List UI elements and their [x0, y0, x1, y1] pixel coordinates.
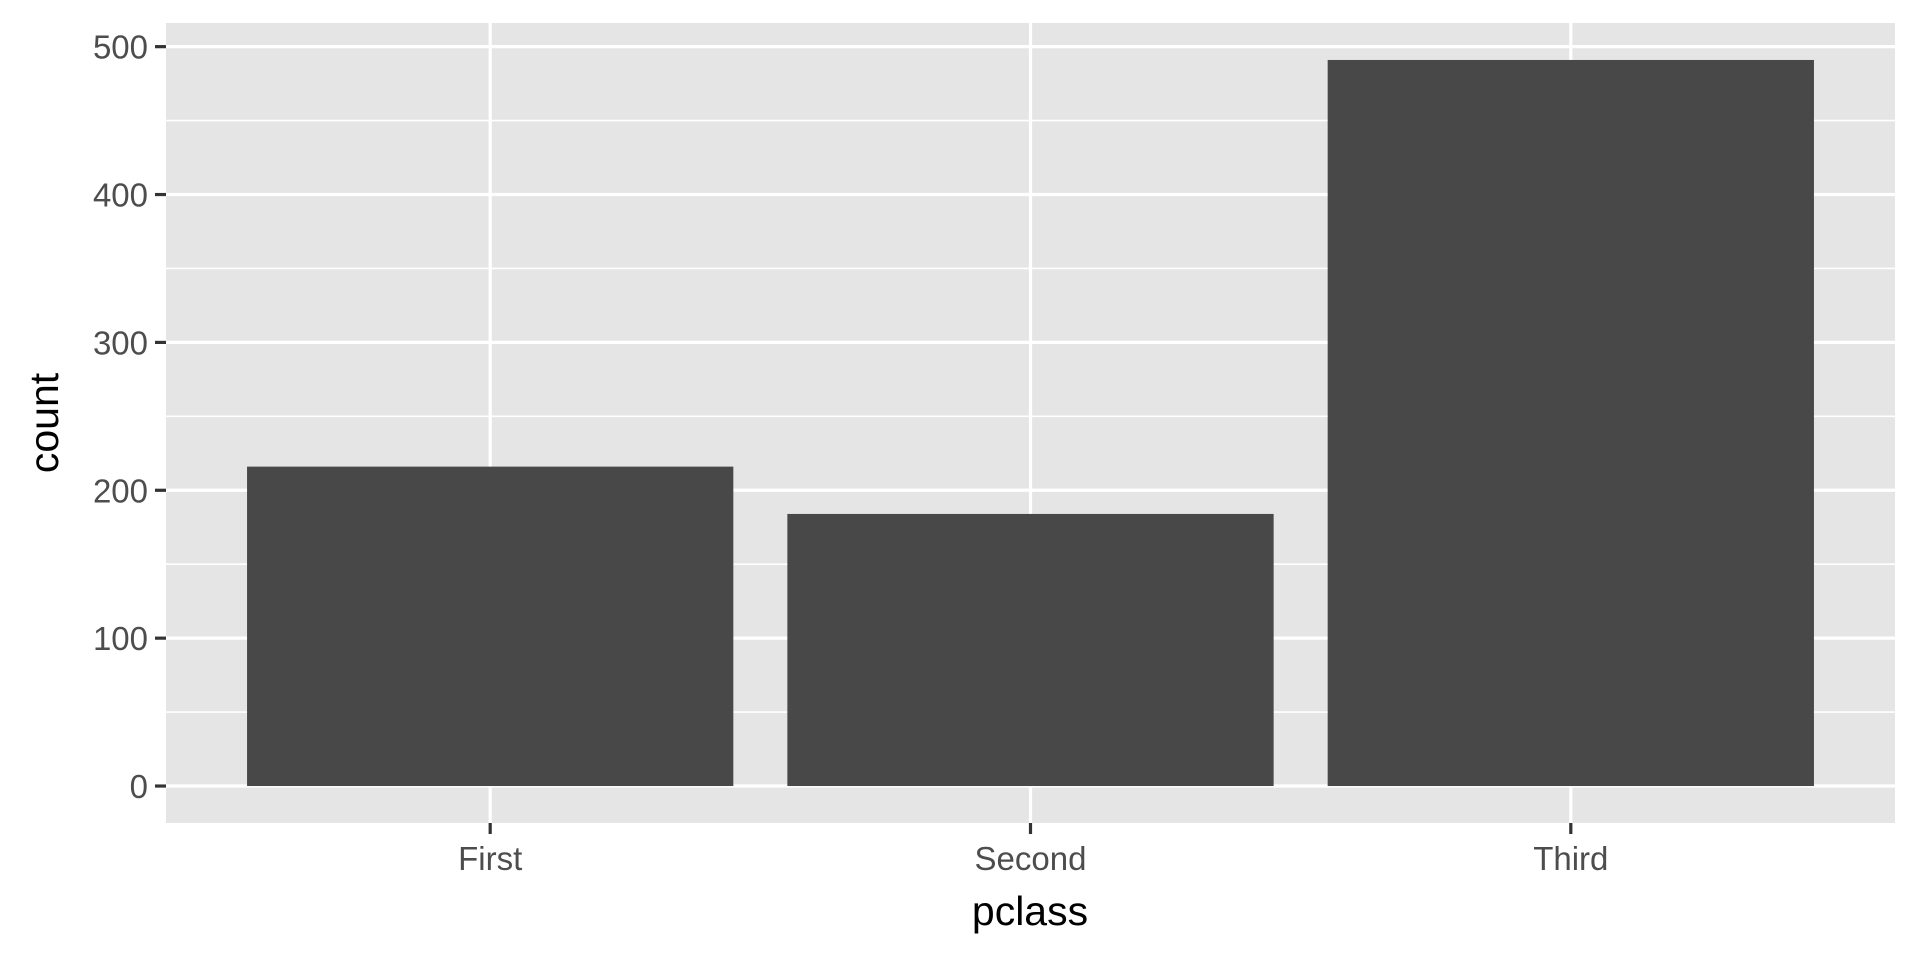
x-tick-label: Second [975, 840, 1087, 877]
x-tick-label: First [458, 840, 522, 877]
bars [247, 59, 1814, 787]
x-axis-title: pclass [972, 888, 1088, 934]
bar-first [247, 466, 734, 787]
bar-third [1327, 59, 1814, 787]
y-tick-label: 300 [93, 324, 148, 361]
y-tick-label: 0 [130, 768, 148, 805]
y-axis-title: count [21, 372, 67, 473]
y-tick-label: 200 [93, 472, 148, 509]
x-axis: First Second Third [458, 823, 1608, 877]
x-tick-label: Third [1533, 840, 1608, 877]
y-axis: 0 100 200 300 400 500 [93, 29, 166, 805]
y-tick-label: 100 [93, 620, 148, 657]
y-tick-label: 500 [93, 29, 148, 66]
bar-second [787, 513, 1274, 787]
y-tick-label: 400 [93, 177, 148, 214]
